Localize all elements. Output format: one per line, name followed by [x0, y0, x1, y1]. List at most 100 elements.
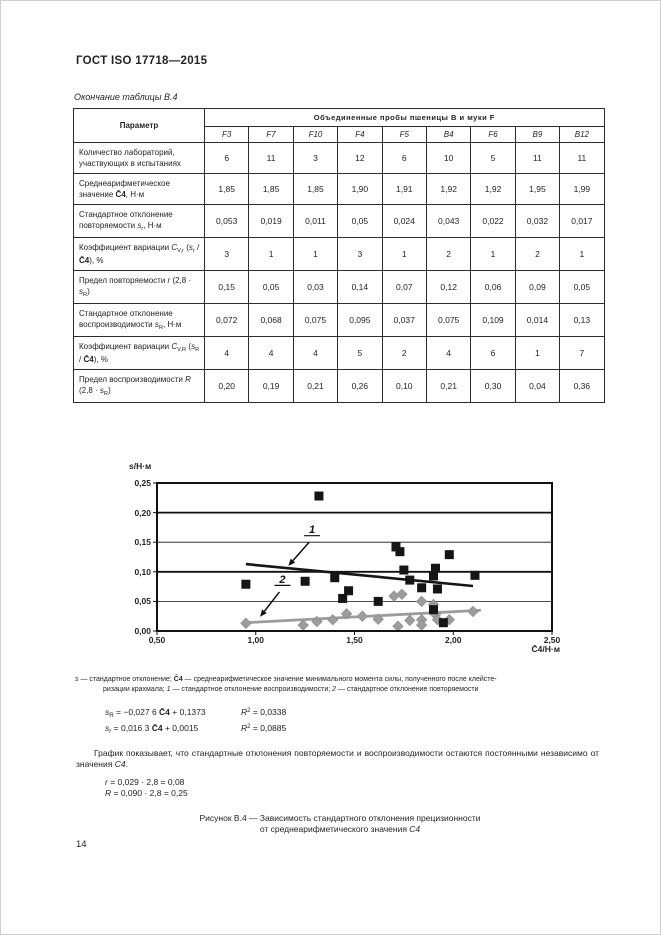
cell-value: 0,14	[337, 270, 383, 304]
figure-caption-line2: от среднеарифметического значения C4	[76, 824, 604, 835]
cell-value: 0,109	[470, 303, 516, 337]
text-segment: (2,8 ·	[170, 276, 192, 285]
cell-value: 1,99	[559, 173, 605, 205]
cell-value: 5	[337, 336, 383, 370]
equation: R = 0,090 · 2,8 = 0,25	[105, 788, 188, 799]
text-segment: , Н·м	[125, 190, 145, 199]
scatter-point-square	[430, 563, 440, 573]
text-segment: + 0,0015	[162, 723, 199, 733]
text-segment: R	[185, 375, 191, 384]
row-label: Количество лабораторий, участвующих в ис…	[73, 142, 205, 174]
text-segment: Стандартное отклонение повторяемости	[79, 210, 173, 230]
text-segment: R	[241, 723, 248, 733]
text-segment: )	[87, 287, 90, 296]
annotation-arrow-line	[263, 591, 281, 612]
text-segment: от среднеарифметического значения	[259, 824, 410, 834]
cell-value: 0,037	[381, 303, 427, 337]
cell-value: 0,19	[248, 369, 294, 403]
cell-value: 1,95	[514, 173, 561, 205]
cell-value: 0,053	[203, 204, 250, 238]
column-header: F5	[381, 126, 427, 143]
table-row: Количество лабораторий, участвующих в ис…	[73, 142, 605, 174]
table-row: Среднеарифметическое значение C̄4, Н·м 1,…	[73, 173, 605, 205]
scatter-point-diamond	[240, 617, 252, 629]
text-segment: R	[195, 347, 200, 353]
text-segment: /	[194, 243, 200, 252]
text-segment: C̄4	[79, 256, 90, 265]
text-segment: /	[79, 355, 84, 364]
scatter-point-square	[391, 542, 401, 552]
row-label: Предел воспроизводимости R (2,8 · sR)	[73, 369, 205, 403]
x-axis-label: C̄4/Н·м	[531, 644, 560, 654]
table-row: Стандартное отклонение повторяемости sr,…	[73, 204, 605, 238]
scatter-point-square	[241, 579, 251, 589]
text-segment: r	[167, 276, 171, 285]
cell-value: 4	[203, 336, 250, 370]
scatter-point-square	[432, 584, 442, 594]
text-segment: s	[137, 221, 142, 230]
text-segment: V,r	[177, 248, 184, 254]
text-segment: = 0,0338	[250, 707, 287, 717]
text-segment: = 0,029 · 2,8 = 0,08	[107, 777, 185, 787]
table-row: Коэффициент вариации CV,r (sr / C̄4), % 3…	[73, 237, 605, 271]
cell-value: 0,075	[425, 303, 472, 337]
scatter-point-diamond	[388, 590, 400, 602]
text-segment: C	[171, 342, 178, 351]
text-segment: , Н·м	[163, 320, 182, 329]
text-segment: = −0,027 6	[113, 707, 160, 717]
text-segment: Коэффициент вариации	[79, 243, 172, 252]
cell-value: 11	[514, 142, 561, 174]
text-segment: C̄4	[115, 190, 126, 199]
y-axis-label: s/Н·м	[129, 461, 152, 471]
scatter-point-diamond	[327, 614, 339, 626]
cell-value: 0,095	[337, 303, 383, 337]
figure-footnote-line1: s — стандартное отклонение; C̄4 — средне…	[75, 675, 601, 685]
scatter-point-diamond	[415, 595, 428, 608]
text-segment: C̄4	[173, 676, 183, 683]
table-continuation-caption: Окончание таблицы В.4	[74, 92, 178, 102]
cell-value: 0,043	[425, 204, 472, 238]
text-segment: R	[109, 712, 114, 719]
cell-value: 0,014	[514, 303, 561, 337]
figure-caption-line1: Рисунок В.4 — Зависимость стандартного о…	[199, 813, 481, 823]
scatter-point-square	[314, 491, 324, 501]
cell-value: 0,05	[337, 204, 383, 238]
cell-value: 11	[559, 142, 605, 174]
cell-value: 10	[425, 142, 472, 174]
regression-equations: sR = −0,027 6 C̄4 + 0,1373 R2 = 0,0338 sr …	[105, 705, 286, 737]
cell-value: 1,91	[381, 173, 427, 205]
cell-value: 6	[203, 142, 250, 174]
text-segment: C4	[114, 759, 126, 769]
text-segment: Предел повторяемости	[79, 276, 168, 285]
scatter-point-square	[470, 570, 480, 580]
scatter-point-square	[344, 586, 354, 596]
cell-value: 2	[425, 237, 472, 271]
param-header: Параметр	[73, 108, 205, 143]
row-label: Стандартное отклонение воспроизводимости…	[73, 303, 205, 337]
table-body: Количество лабораторий, участвующих в ис…	[73, 142, 605, 403]
text-segment: C̄4	[151, 723, 163, 733]
text-segment: — среднеарифметическое значение минималь…	[182, 676, 497, 683]
y-tick-label: 0,00	[134, 626, 151, 636]
text-segment: (	[183, 243, 189, 252]
column-header: F4	[337, 126, 383, 143]
series-annotation-label: 1	[309, 524, 315, 536]
cell-value: 0,024	[381, 204, 427, 238]
cell-value: 0,06	[470, 270, 516, 304]
limit-equations: r = 0,029 · 2,8 = 0,08 R = 0,090 · 2,8 = …	[105, 777, 188, 799]
text-segment: ризации крахмала;	[103, 686, 167, 693]
text-segment: 2	[247, 723, 251, 730]
text-segment: .	[125, 759, 128, 769]
text-segment: V,R	[177, 347, 187, 353]
text-segment: — стандартное отклонение;	[78, 676, 174, 683]
cell-value: 1	[514, 336, 561, 370]
text-segment: Коэффициент вариации	[79, 342, 172, 351]
x-tick-label: 1,00	[247, 635, 265, 645]
text-segment: R	[83, 292, 88, 298]
y-tick-label: 0,15	[134, 537, 151, 548]
cell-value: 0,017	[559, 204, 605, 238]
cell-value: 1	[381, 237, 427, 271]
y-tick-label: 0,25	[134, 478, 151, 488]
cell-value: 2	[381, 336, 427, 370]
